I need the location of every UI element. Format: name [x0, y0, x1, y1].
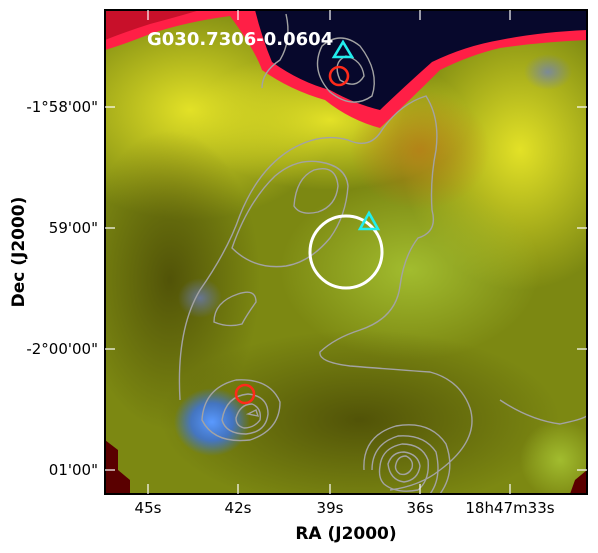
contour-line	[371, 435, 439, 494]
contour-line	[499, 399, 587, 425]
y-tick-label: 01'00"	[49, 461, 98, 479]
contour-line	[387, 451, 421, 483]
small-circle-marker	[234, 383, 256, 405]
saturated-red-topleft	[105, 10, 200, 40]
x-tick-label: 36s	[407, 499, 434, 517]
x-tick-label: 45s	[135, 499, 162, 517]
x-axis-title: RA (J2000)	[295, 524, 396, 544]
contour-line	[293, 168, 339, 214]
x-tick-label: 39s	[317, 499, 344, 517]
plot-frame	[104, 9, 588, 495]
border-dark-left	[105, 440, 130, 494]
source-title: G030.7306-0.0604	[147, 29, 333, 50]
x-tick-label: 18h47m33s	[465, 499, 554, 517]
contour-group	[178, 13, 587, 494]
x-tick-label: 42s	[225, 499, 252, 517]
border-dark-right	[570, 470, 587, 494]
y-tick-label: -2°00'00"	[26, 340, 98, 358]
contour-line	[378, 443, 429, 492]
contour-line	[213, 291, 257, 327]
sky-image-panel: G030.7306-0.0604	[105, 10, 587, 494]
marker-group	[234, 39, 384, 405]
contour-line	[178, 95, 473, 491]
contour-line	[336, 55, 365, 85]
emission-dark-bottom	[160, 330, 560, 494]
emission-green-lowright	[520, 420, 587, 494]
contour-line	[231, 160, 349, 268]
emission-blue-source	[174, 388, 250, 456]
contour-line	[245, 409, 260, 417]
triangle-marker	[357, 210, 381, 231]
triangle-marker	[331, 39, 355, 59]
contour-line	[394, 455, 414, 476]
contour-line	[261, 13, 289, 89]
contour-line	[316, 37, 375, 103]
y-tick-label: 59'00"	[49, 219, 98, 237]
contour-line	[235, 403, 262, 429]
tick-marks	[105, 10, 587, 494]
large-circle-marker	[308, 214, 384, 290]
emission-blue-faint	[524, 54, 572, 90]
contour-line	[201, 379, 281, 442]
emission-green-mid	[280, 180, 540, 360]
emission-dark-left	[105, 130, 260, 430]
emission-blue-faint-left	[178, 278, 222, 318]
small-circle-marker	[328, 65, 350, 87]
contour-line	[363, 424, 451, 494]
y-tick-label: -1°58'00"	[26, 98, 98, 116]
y-axis-title: Dec (J2000)	[9, 197, 29, 308]
